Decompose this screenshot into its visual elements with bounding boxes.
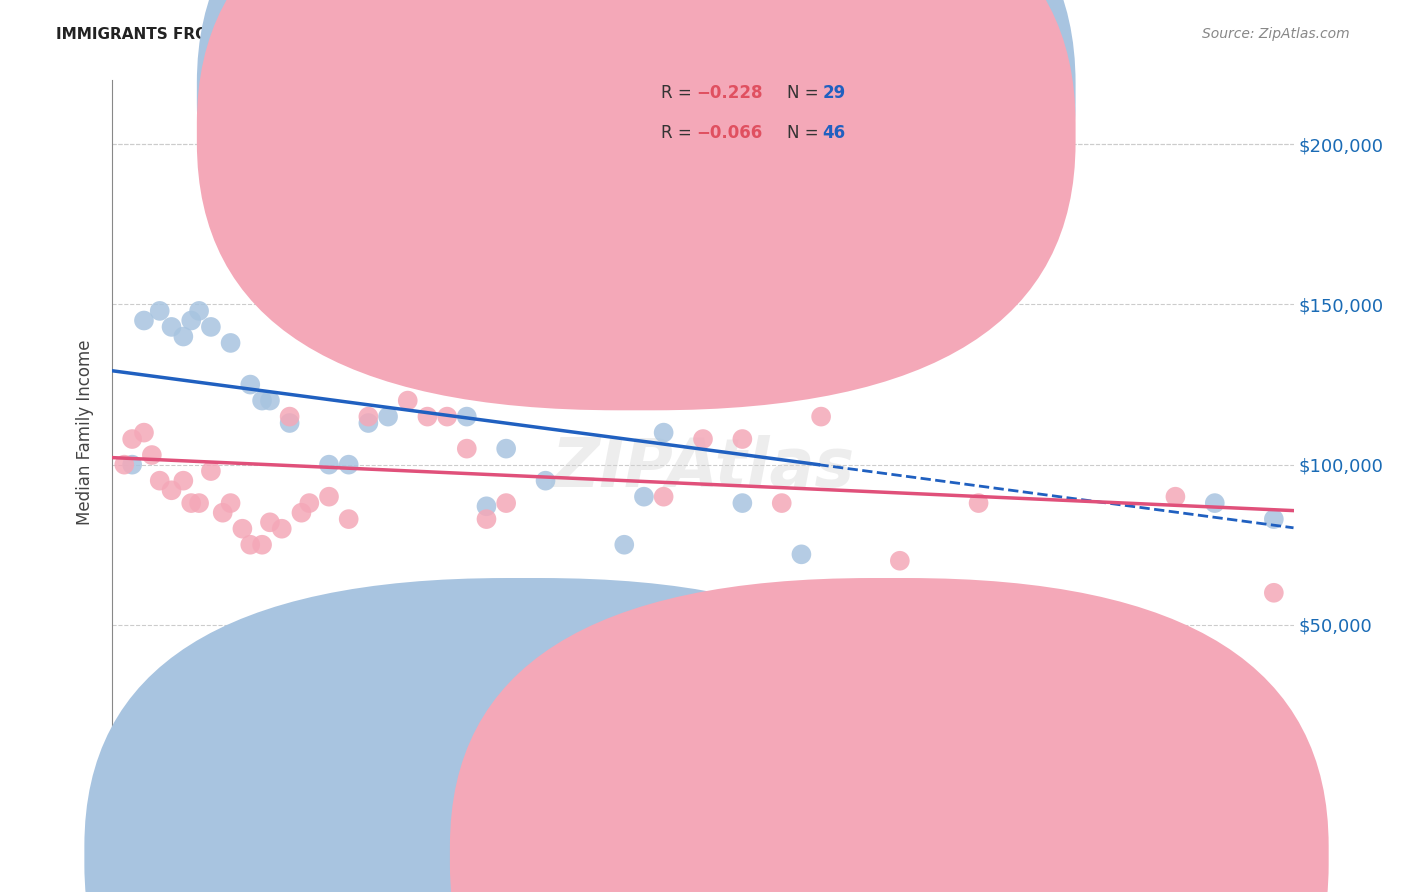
Point	[219, 335, 242, 350]
Text: −0.228: −0.228	[696, 84, 762, 102]
Point	[495, 496, 517, 510]
Y-axis label: Median Family Income: Median Family Income	[76, 340, 94, 525]
Point	[495, 442, 517, 456]
Point	[160, 320, 183, 334]
Point	[534, 250, 557, 264]
Point	[475, 500, 498, 514]
Point	[436, 409, 458, 424]
Point	[172, 329, 194, 343]
Point	[416, 409, 439, 424]
Point	[250, 393, 273, 408]
Point	[231, 522, 253, 536]
Point	[790, 586, 813, 600]
Point	[396, 393, 419, 408]
Point	[1204, 496, 1226, 510]
Point	[534, 474, 557, 488]
Point	[160, 483, 183, 498]
Point	[290, 506, 312, 520]
Point	[613, 538, 636, 552]
Point	[1164, 490, 1187, 504]
Point	[149, 474, 172, 488]
Point	[219, 496, 242, 510]
Point	[731, 496, 754, 510]
Point	[731, 432, 754, 446]
Point	[652, 425, 675, 440]
Point	[250, 538, 273, 552]
Point	[149, 304, 172, 318]
Point	[456, 409, 478, 424]
Point	[259, 516, 281, 530]
Point	[357, 416, 380, 430]
Point	[475, 512, 498, 526]
Point	[574, 345, 596, 359]
Point	[200, 320, 222, 334]
Point	[337, 512, 360, 526]
Point	[121, 458, 143, 472]
Point	[456, 442, 478, 456]
Point	[180, 313, 202, 327]
Point	[1263, 586, 1285, 600]
Point	[132, 425, 155, 440]
Text: −0.066: −0.066	[696, 124, 762, 142]
Point	[652, 490, 675, 504]
Text: 30.0%: 30.0%	[1241, 834, 1294, 852]
Point	[889, 554, 911, 568]
Point	[692, 432, 714, 446]
Text: 0.0%: 0.0%	[112, 834, 155, 852]
Text: Immigrants from South Africa: Immigrants from South Africa	[548, 847, 793, 864]
Point	[770, 496, 793, 510]
Point	[239, 377, 262, 392]
Point	[613, 368, 636, 382]
Text: Source: ZipAtlas.com: Source: ZipAtlas.com	[1202, 27, 1350, 41]
Point	[239, 538, 262, 552]
Point	[298, 496, 321, 510]
Point	[121, 432, 143, 446]
Point	[278, 416, 301, 430]
Point	[132, 313, 155, 327]
Point	[810, 409, 832, 424]
Text: N =: N =	[787, 124, 824, 142]
Point	[377, 351, 399, 366]
Text: R =: R =	[661, 84, 697, 102]
Text: IMMIGRANTS FROM SOUTH AFRICA VS IMMIGRANTS FROM ECUADOR MEDIAN FAMILY INCOME COR: IMMIGRANTS FROM SOUTH AFRICA VS IMMIGRAN…	[56, 27, 1043, 42]
Point	[259, 393, 281, 408]
Point	[515, 218, 537, 232]
Point	[790, 547, 813, 561]
Point	[200, 464, 222, 478]
Point	[211, 506, 233, 520]
Point	[928, 202, 950, 216]
Point	[141, 448, 163, 462]
Point	[318, 458, 340, 472]
Point	[928, 592, 950, 607]
Text: 29: 29	[823, 84, 846, 102]
Text: Immigrants from Ecuador: Immigrants from Ecuador	[914, 847, 1126, 864]
Point	[278, 409, 301, 424]
Text: ZIPAtlas: ZIPAtlas	[551, 435, 855, 500]
Point	[188, 496, 211, 510]
Point	[188, 304, 211, 318]
Point	[172, 474, 194, 488]
Text: N =: N =	[787, 84, 824, 102]
Text: 46: 46	[823, 124, 845, 142]
Point	[270, 522, 292, 536]
Point	[869, 592, 891, 607]
Point	[377, 409, 399, 424]
Point	[633, 490, 655, 504]
Point	[112, 458, 135, 472]
Point	[318, 490, 340, 504]
Point	[1263, 512, 1285, 526]
Point	[357, 409, 380, 424]
Point	[967, 496, 990, 510]
Text: R =: R =	[661, 124, 697, 142]
Point	[180, 496, 202, 510]
Point	[337, 458, 360, 472]
